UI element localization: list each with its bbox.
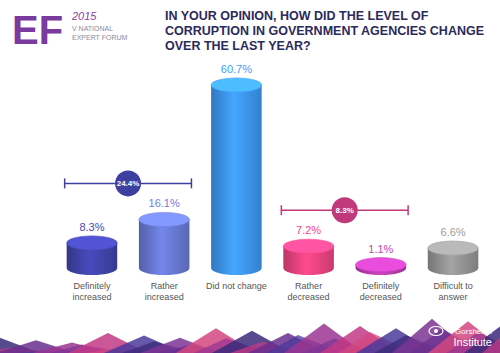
data-labels: 8.3% 16.1% 60.7% 7.2% 1.1% 6.6% [79,63,465,255]
logo: EF 2015 V NATIONAL EXPERT FORUM [12,8,128,52]
brand-icon-pupil [434,329,438,333]
x-tick-label: Definitelydecreased [360,281,402,301]
group-bracket: 24.4% [65,170,192,196]
bar-cap [356,258,407,272]
logo-line: V NATIONAL [72,25,113,32]
bracket-badge [115,170,141,196]
x-tick-line: Rather [295,281,322,291]
x-axis: DefinitelyincreasedRatherincreasedDid no… [72,281,472,301]
footer-decoration [0,314,500,353]
data-label: 60.7% [221,63,252,75]
data-label: 1.1% [368,243,393,255]
bar-cap [428,241,479,255]
bracket-end [191,178,193,188]
bars [67,78,479,275]
x-tick-line: Definitely [73,281,111,291]
x-tick: Definitelyincreased [72,281,111,301]
logo-text: EF [12,8,63,52]
x-tick-label: Did not change [206,281,267,291]
title-line: CORRUPTION IN GOVERNMENT AGENCIES CHANGE [165,24,484,38]
data-label: 8.3% [79,221,104,233]
chart-container: EF 2015 V NATIONAL EXPERT FORUM IN YOUR OPIN… [0,0,500,353]
logo-year: 2015 [71,10,97,22]
footer-text: Institute [453,336,492,348]
chart-svg: EF 2015 V NATIONAL EXPERT FORUM IN YOUR OPIN… [0,0,500,353]
bar-cap [211,78,262,92]
x-tick-line: answer [439,292,468,302]
bar [211,85,262,275]
x-tick: Difficult toanswer [433,281,472,301]
bracket-end [281,205,283,215]
background [0,0,500,353]
annotations: 24.4% 8.3% [65,170,408,223]
group-bracket: 8.3% [281,197,408,223]
data-label: 7.2% [296,224,321,236]
chart-title: IN YOUR OPINION, HOW DID THE LEVEL OFCOR… [165,9,484,53]
data-label: 6.6% [441,226,466,238]
x-tick: Did not change [206,281,267,291]
x-tick-line: Definitely [362,281,400,291]
bracket-badge [332,197,358,223]
x-tick-label: Definitelyincreased [72,281,111,301]
x-tick-line: Rather [151,281,178,291]
bar-cap [67,236,118,250]
x-tick: Ratherincreased [145,281,184,301]
x-tick: Ratherdecreased [288,281,330,301]
x-tick-line: decreased [360,292,402,302]
x-tick-line: Did not change [206,281,267,291]
footer-text: Gorshenin [455,327,492,336]
bracket-label: 8.3% [336,206,354,215]
bar-cap [139,212,190,226]
x-tick-line: Difficult to [433,281,472,291]
logo-line: EXPERT FORUM [72,34,128,41]
x-tick: Definitelydecreased [360,281,402,301]
x-tick-label: Ratherincreased [145,281,184,301]
bracket-end [407,205,409,215]
x-tick-line: increased [72,292,111,302]
x-tick-line: increased [145,292,184,302]
x-tick-line: decreased [288,292,330,302]
bracket-end [64,178,66,188]
x-tick-label: Ratherdecreased [288,281,330,301]
bar [139,219,190,275]
brand-icon [429,327,443,336]
data-label: 16.1% [149,197,180,209]
title-line: IN YOUR OPINION, HOW DID THE LEVEL OF [165,9,429,23]
title-line: OVER THE LAST YEAR? [165,39,311,53]
footer-brand: GorsheninInstitute [429,327,492,349]
bar-cap [283,239,334,253]
bracket-label: 24.4% [117,179,140,188]
x-tick-label: Difficult toanswer [433,281,472,301]
